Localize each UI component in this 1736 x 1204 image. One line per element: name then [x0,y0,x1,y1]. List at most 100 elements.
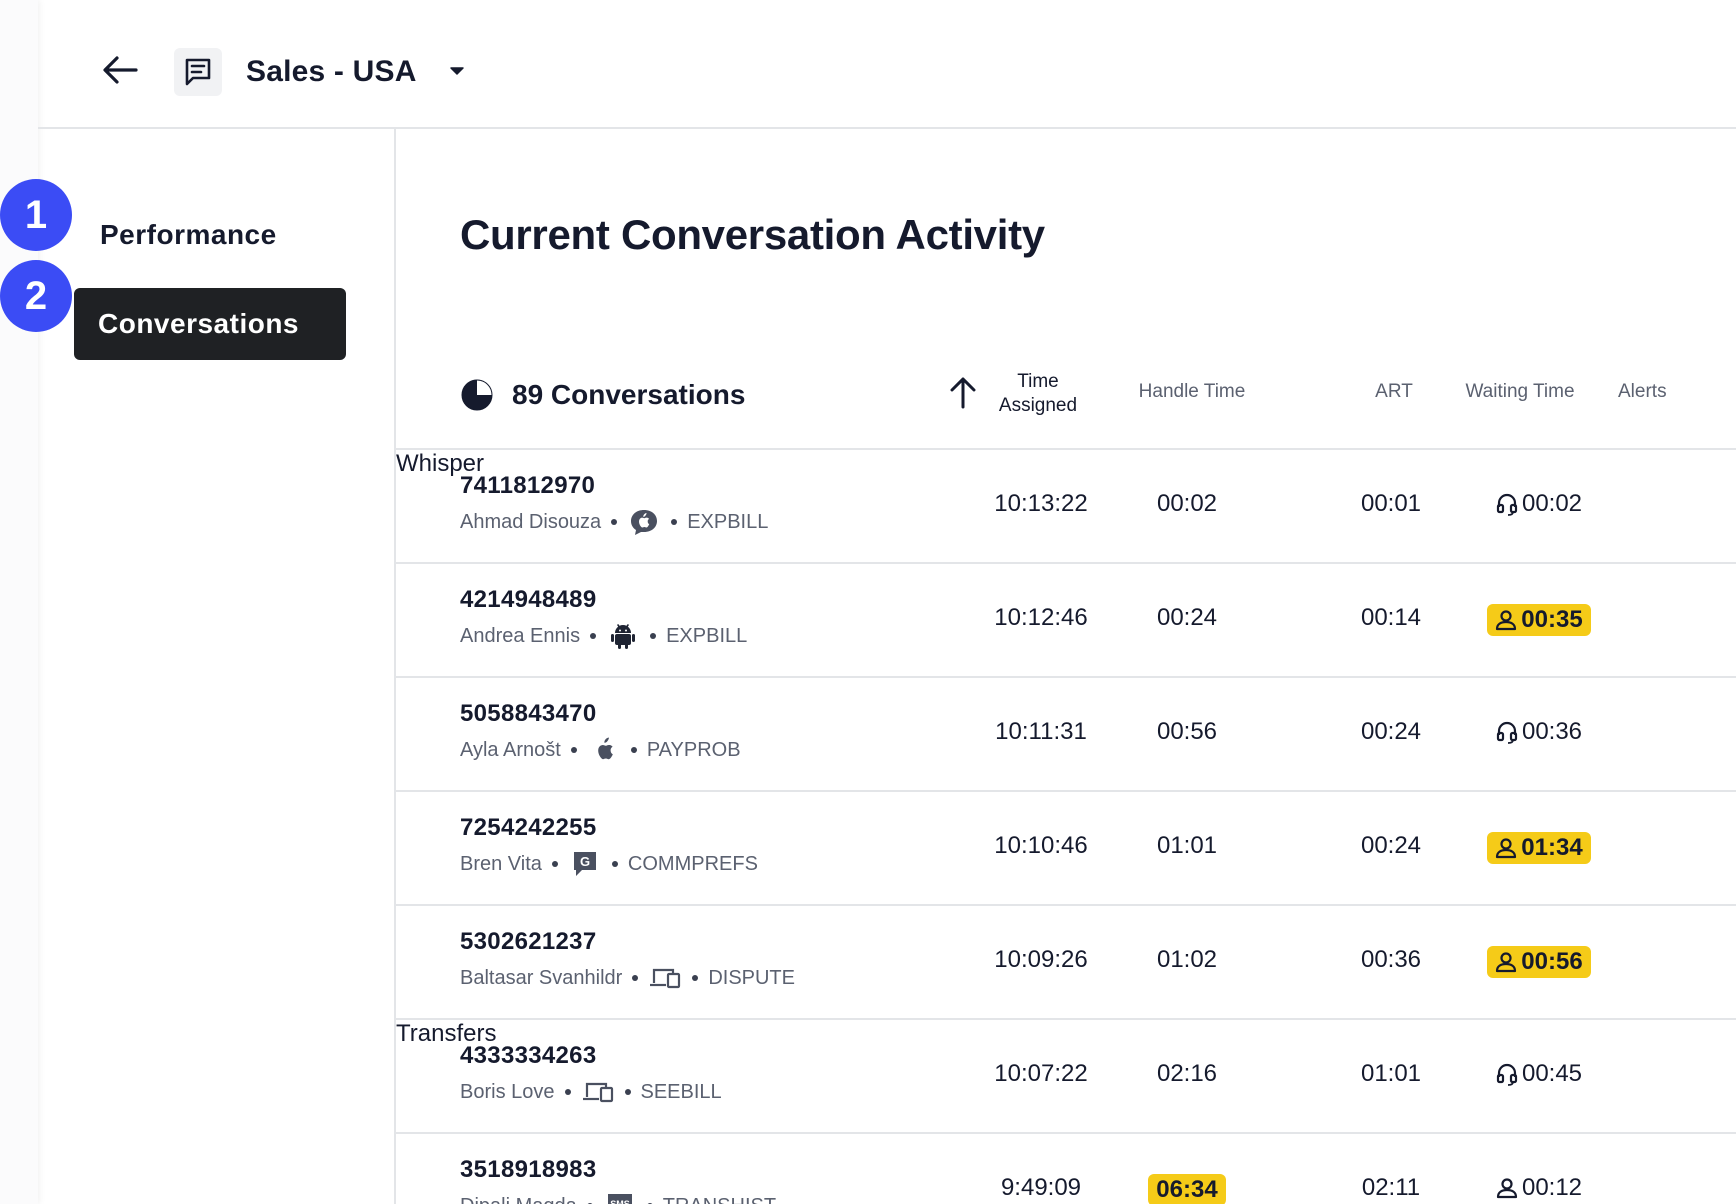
conversation-meta: Bren Vita G COMMPREFS [460,850,758,878]
waiting-time-wrap: 00:56 [1487,946,1591,978]
handle-time-value: 00:02 [1156,490,1218,517]
art-cell: 01:01 [1360,1060,1422,1087]
handle-time-cell: 02:16 [1114,1060,1260,1088]
column-header-alerts[interactable]: Alerts [1618,381,1667,402]
column-header-handle-time[interactable]: Handle Time [1138,381,1246,402]
table-row[interactable]: 7411812970 Ahmad Disouza EXPBILL 10:13:22 00… [396,450,1736,564]
waiting-time-cell: 00:12 [1466,1174,1612,1202]
waiting-time-value: 01:34 [1521,834,1583,861]
art-cell: 00:24 [1360,718,1422,745]
column-header-time-assigned[interactable]: Time Assigned [998,371,1078,416]
conversation-id: 5058843470 [460,700,597,727]
waiting-time-value: 00:56 [1521,948,1583,975]
arrow-left-icon [103,56,138,84]
time-assigned-cell: 10:13:22 [994,490,1088,517]
customer-name: Boris Love [460,1080,555,1103]
time-assigned-cell: 9:49:09 [1000,1174,1082,1201]
table-row[interactable]: 3518918983 Dipali Magda SMS TRANSHIST 9:49:0… [396,1134,1736,1204]
waiting-time-value: 00:02 [1521,490,1583,517]
person-icon [1495,951,1517,973]
conversation-id: 7411812970 [460,472,596,499]
conversation-meta: Ayla Arnošt PAYPROB [460,736,741,764]
customer-name: Ayla Arnošt [460,738,561,761]
table-row[interactable]: 5058843470 Ayla Arnošt PAYPROB 10:11:31 00:5… [396,678,1736,792]
handle-time-value: 02:16 [1156,1060,1218,1087]
person-icon [1495,609,1517,631]
separator-dot [624,1089,631,1095]
intent-code: SEEBILL [640,1080,722,1103]
waiting-time-cell: 00:56 [1466,946,1612,978]
devices-icon [581,1078,615,1106]
sort-ascending-icon[interactable] [946,372,980,412]
conversation-id: 7254242255 [460,814,597,841]
handle-time-cell: 00:02 [1114,490,1260,518]
separator-dot [611,861,618,867]
person-icon [1495,837,1517,859]
sidebar-item-performance[interactable]: Performance [100,219,277,250]
conversation-count: 89 Conversations [460,378,745,412]
main-content: Current Conversation Activity 89 Convers… [396,129,1736,1204]
sms-icon: SMS [603,1192,637,1204]
conversation-id: 5302621237 [460,928,597,955]
page-title: Current Conversation Activity [460,211,1045,258]
conversation-meta: Andrea Ennis EXPBILL [460,622,747,650]
separator-dot [692,975,699,981]
svg-text:SMS: SMS [610,1199,630,1204]
conversation-id: 4214948489 [460,586,597,613]
waiting-time-cell: 00:36 [1466,718,1612,746]
step-badge-1: 1 [0,179,72,251]
separator-dot [630,747,637,753]
handle-time-value: 00:24 [1156,604,1218,631]
table-row[interactable]: 4214948489 Andrea Ennis EXPBILL 10:12:46 00:… [396,564,1736,678]
art-cell: 00:24 [1360,832,1422,859]
intent-code: DISPUTE [708,966,795,989]
table-row[interactable]: 7254242255 Bren Vita G COMMPREFS 10:10:46 01:… [396,792,1736,906]
waiting-time-value: 00:35 [1521,606,1583,633]
handle-time-value: 00:56 [1156,718,1218,745]
conversation-count-label: 89 Conversations [512,379,746,410]
customer-name: Dipali Magda [460,1195,577,1204]
waiting-time-wrap: 00:35 [1487,604,1591,636]
ios-chat-icon [627,508,661,536]
waiting-time-wrap: 00:02 [1496,490,1582,518]
column-header-art[interactable]: ART [1375,381,1413,402]
handle-time-cell: 01:01 [1114,832,1260,860]
intent-code: TRANSHIST [663,1195,776,1204]
separator-dot [564,1089,571,1095]
waiting-time-wrap: 00:45 [1496,1060,1582,1088]
table-header: 89 Conversations Time Assigned Handle Ti… [396,348,1736,450]
back-button[interactable] [98,48,142,92]
step-badge-2: 2 [0,260,72,332]
pie-icon [461,379,493,411]
top-header: Sales - USA [38,0,1736,129]
conversation-id: 3518918983 [460,1156,597,1183]
separator-dot [671,519,678,525]
separator-dot [632,975,639,981]
conversation-meta: Dipali Magda SMS TRANSHIST [460,1192,776,1204]
handle-time-cell: 00:56 [1114,718,1260,746]
waiting-time-value: 00:12 [1521,1174,1583,1201]
conversation-meta: Ahmad Disouza EXPBILL [460,508,768,536]
time-assigned-cell: 10:12:46 [994,604,1088,631]
sidebar-item-conversations[interactable]: Conversations [74,288,346,360]
table-row[interactable]: 4333334263 Boris Love SEEBILL 10:07:22 02:16… [396,1020,1736,1134]
svg-text:G: G [580,854,590,869]
caret-down-icon[interactable] [442,56,472,86]
headset-icon [1496,1062,1518,1086]
person-icon [1496,1177,1518,1199]
table-row[interactable]: 5302621237 Baltasar Svanhildr DISPUTE 10:09… [396,906,1736,1020]
column-header-waiting-time[interactable]: Waiting Time [1465,381,1575,402]
customer-name: Bren Vita [460,852,542,875]
intent-code: PAYPROB [646,738,741,761]
time-assigned-cell: 10:09:26 [994,946,1088,973]
intent-code: EXPBILL [687,510,769,533]
queue-selector-label[interactable]: Sales - USA [246,55,417,88]
separator-dot [551,861,558,867]
sidebar: 1 Performance 2 Conversations [0,129,396,1204]
customer-name: Ahmad Disouza [460,510,602,533]
headset-icon [1496,492,1518,516]
separator-dot [650,633,657,639]
waiting-time-value: 00:45 [1521,1060,1583,1087]
separator-dot [611,519,618,525]
